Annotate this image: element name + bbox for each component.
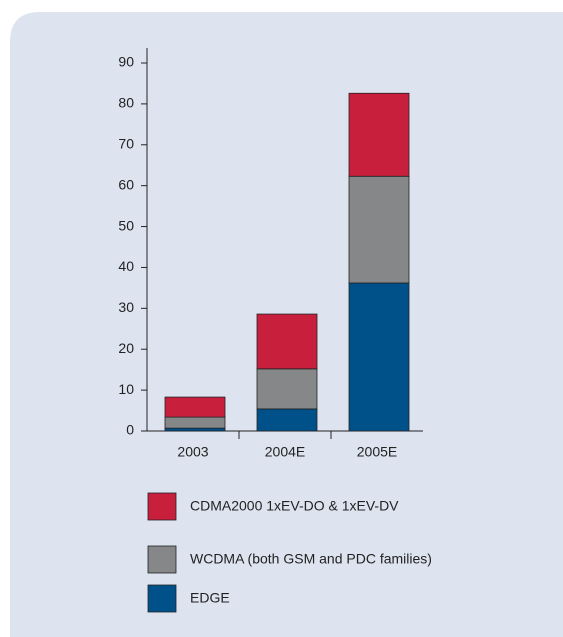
- bar-segment: [164, 427, 226, 432]
- legend-label: EDGE: [190, 590, 230, 606]
- legend-label: CDMA2000 1xEV-DO & 1xEV-DV: [190, 498, 399, 514]
- x-tick-label: 2005E: [357, 444, 397, 460]
- x-tick-label: 2003: [177, 444, 208, 460]
- bar-segment: [256, 408, 318, 432]
- y-tick-label: 0: [126, 422, 134, 438]
- y-tick-label: 10: [118, 381, 134, 397]
- legend-label: WCDMA (both GSM and PDC families): [190, 551, 432, 567]
- legend-swatch: [147, 492, 177, 521]
- bar-segment: [164, 396, 226, 418]
- y-tick-label: 90: [118, 54, 134, 70]
- y-tick-label: 20: [118, 340, 134, 356]
- bar-segment: [348, 282, 410, 432]
- legend-swatch: [147, 545, 177, 574]
- y-tick-label: 60: [118, 176, 134, 192]
- x-tick-label: 2004E: [265, 444, 305, 460]
- y-tick-label: 80: [118, 95, 134, 111]
- y-tick-label: 30: [118, 299, 134, 315]
- bar-segment: [256, 313, 318, 370]
- bar-segment: [256, 368, 318, 410]
- bar-segment: [348, 92, 410, 177]
- y-tick-label: 70: [118, 135, 134, 151]
- bar-segment: [348, 175, 410, 284]
- bar-segment: [164, 416, 226, 429]
- y-tick-label: 40: [118, 258, 134, 274]
- legend-swatch: [147, 584, 177, 613]
- y-tick-label: 50: [118, 217, 134, 233]
